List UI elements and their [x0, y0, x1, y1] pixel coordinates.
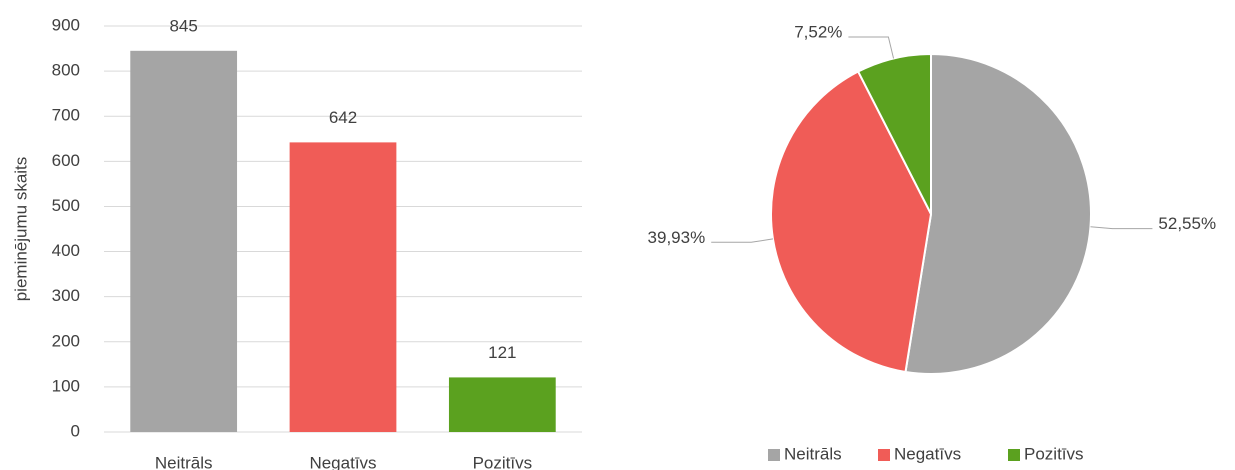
data-label: 7,52%	[794, 23, 842, 42]
pie-slice	[904, 52, 1092, 375]
y-tick-label: 800	[52, 61, 80, 80]
y-tick-label: 100	[52, 376, 80, 395]
y-tick-label: 600	[52, 151, 80, 170]
legend-swatch	[878, 449, 890, 461]
bar	[289, 142, 397, 433]
legend-label: Pozitīvs	[1024, 444, 1084, 463]
y-tick-label: 0	[71, 421, 80, 440]
legend-label: Negatīvs	[894, 444, 961, 463]
leader-line	[1090, 226, 1153, 230]
y-axis-title: pieminējumu skaits	[11, 157, 30, 302]
bar	[130, 50, 238, 433]
y-tick-label: 500	[52, 196, 80, 215]
y-tick-label: 900	[52, 15, 80, 34]
legend-swatch	[1008, 449, 1020, 461]
data-label: 39,93%	[648, 228, 706, 247]
y-tick-label: 200	[52, 331, 80, 350]
data-label: 642	[329, 108, 357, 127]
data-label: 121	[488, 343, 516, 362]
legend-swatch	[768, 449, 780, 461]
x-tick-label: Neitrāls	[155, 453, 213, 470]
bar	[448, 377, 556, 432]
legend-label: Neitrāls	[784, 444, 842, 463]
y-tick-label: 400	[52, 241, 80, 260]
y-tick-label: 700	[52, 106, 80, 125]
x-tick-label: Pozitīvs	[473, 453, 533, 470]
y-tick-label: 300	[52, 286, 80, 305]
leader-line	[848, 36, 895, 59]
leader-line	[711, 238, 774, 243]
data-label: 845	[169, 16, 197, 35]
data-label: 52,55%	[1158, 214, 1216, 233]
x-tick-label: Negatīvs	[309, 453, 376, 470]
pie-slice	[770, 70, 933, 374]
